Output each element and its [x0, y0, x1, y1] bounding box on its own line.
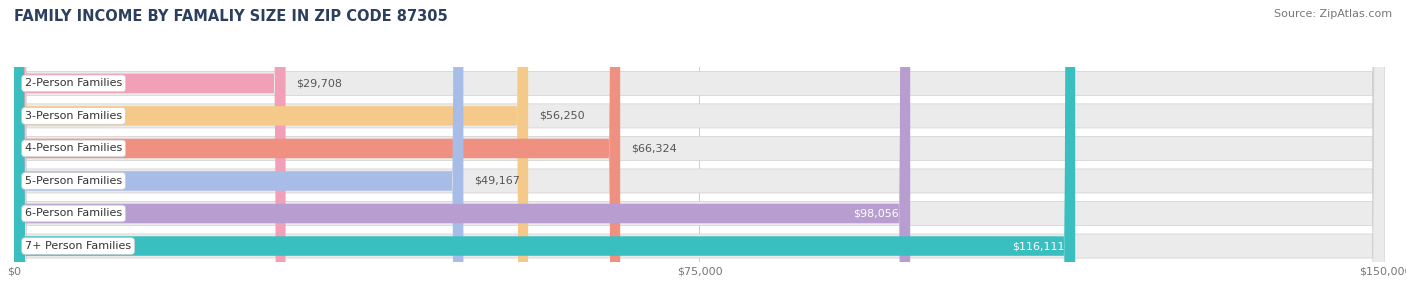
Text: $56,250: $56,250: [538, 111, 585, 121]
FancyBboxPatch shape: [14, 0, 1385, 305]
Text: $98,056: $98,056: [853, 209, 900, 218]
FancyBboxPatch shape: [14, 0, 620, 305]
Text: 7+ Person Families: 7+ Person Families: [25, 241, 131, 251]
FancyBboxPatch shape: [14, 0, 910, 305]
FancyBboxPatch shape: [14, 0, 1385, 305]
FancyBboxPatch shape: [14, 0, 1385, 305]
FancyBboxPatch shape: [14, 0, 1385, 305]
Text: $116,111: $116,111: [1012, 241, 1064, 251]
Text: 2-Person Families: 2-Person Families: [25, 78, 122, 88]
Text: Source: ZipAtlas.com: Source: ZipAtlas.com: [1274, 9, 1392, 19]
FancyBboxPatch shape: [14, 0, 1385, 305]
Text: 4-Person Families: 4-Person Families: [25, 143, 122, 153]
FancyBboxPatch shape: [14, 0, 529, 305]
FancyBboxPatch shape: [14, 0, 1076, 305]
FancyBboxPatch shape: [14, 0, 285, 305]
FancyBboxPatch shape: [14, 0, 464, 305]
Text: 3-Person Families: 3-Person Families: [25, 111, 122, 121]
Text: 5-Person Families: 5-Person Families: [25, 176, 122, 186]
Text: 6-Person Families: 6-Person Families: [25, 209, 122, 218]
Text: FAMILY INCOME BY FAMALIY SIZE IN ZIP CODE 87305: FAMILY INCOME BY FAMALIY SIZE IN ZIP COD…: [14, 9, 447, 24]
Text: $66,324: $66,324: [631, 143, 676, 153]
Text: $49,167: $49,167: [474, 176, 520, 186]
Text: $29,708: $29,708: [297, 78, 343, 88]
FancyBboxPatch shape: [14, 0, 1385, 305]
